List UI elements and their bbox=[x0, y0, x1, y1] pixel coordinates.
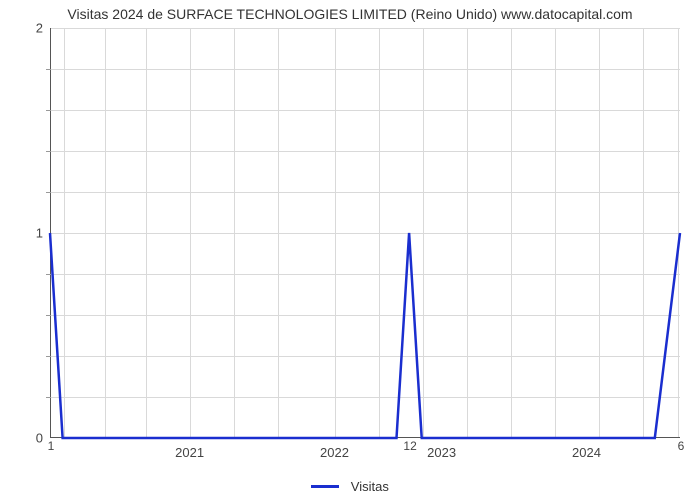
x-year-label: 2024 bbox=[572, 445, 601, 460]
y-tick-label: 1 bbox=[36, 226, 43, 241]
series-line bbox=[50, 233, 680, 438]
x-callout: 6 bbox=[678, 439, 685, 453]
x-year-label: 2021 bbox=[175, 445, 204, 460]
legend-label: Visitas bbox=[351, 479, 389, 494]
y-tick-label: 0 bbox=[36, 431, 43, 446]
x-year-label: 2023 bbox=[427, 445, 456, 460]
legend: Visitas bbox=[0, 478, 700, 494]
x-callout: 1 bbox=[48, 439, 55, 453]
x-callout: 12 bbox=[403, 439, 416, 453]
line-series bbox=[50, 28, 680, 438]
y-tick-label: 2 bbox=[36, 21, 43, 36]
chart-title: Visitas 2024 de SURFACE TECHNOLOGIES LIM… bbox=[0, 6, 700, 22]
x-year-label: 2022 bbox=[320, 445, 349, 460]
chart-plot-area: 01220212022202320241126 bbox=[50, 28, 680, 438]
legend-swatch bbox=[311, 485, 339, 488]
